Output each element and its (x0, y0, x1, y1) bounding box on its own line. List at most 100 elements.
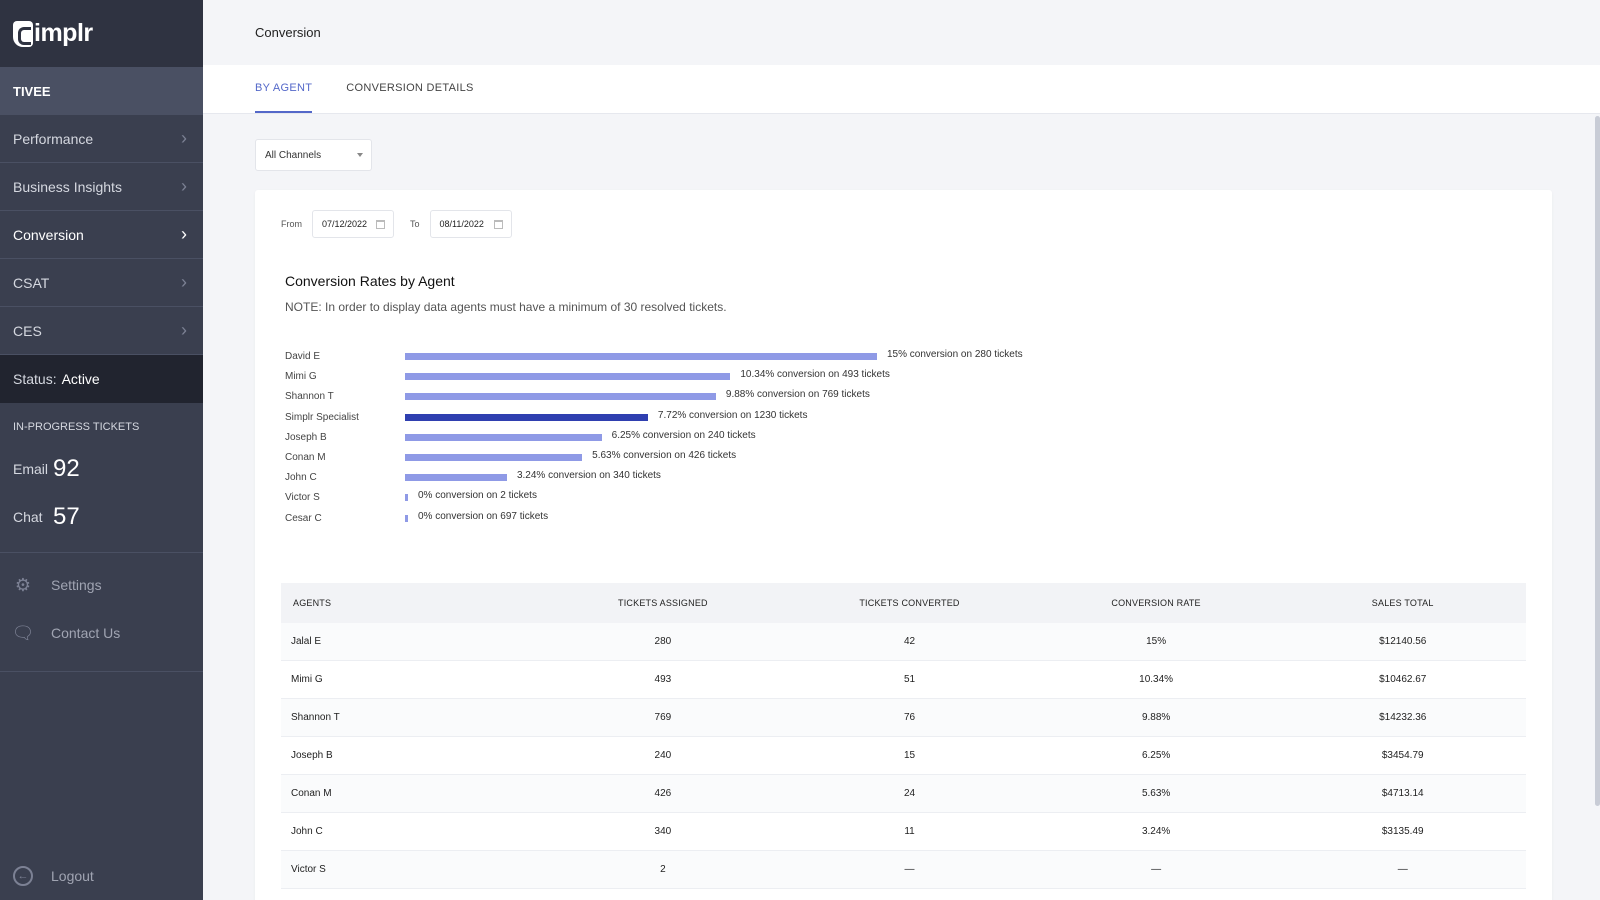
tickets-assigned-cell: 2 (660, 864, 666, 875)
chat-bubble-icon: 🗨 (11, 622, 35, 643)
sidebar-item-performance[interactable]: Performance › (0, 115, 203, 163)
tickets-converted-cell: — (904, 864, 915, 875)
channel-select-value: All Channels (265, 149, 322, 161)
conversion-rate-cell: 10.34% (1139, 674, 1174, 685)
tickets-assigned-cell: 240 (654, 750, 672, 761)
main-content: Conversion BY AGENT CONVERSION DETAILS A… (203, 0, 1600, 900)
agent-name-cell: Jalal E (291, 636, 322, 647)
header-tickets-assigned[interactable]: TICKETS ASSIGNED (618, 598, 708, 608)
tickets-assigned-cell: 280 (654, 636, 672, 647)
date-range: From 07/12/2022 To 08/11/2022 (281, 210, 528, 238)
from-label: From (281, 219, 302, 229)
chart-category-label: Cesar C (285, 512, 322, 524)
agent-name-cell: Conan M (291, 788, 332, 799)
chart-bar[interactable] (405, 393, 716, 401)
chart-bar-row: Cesar C 0% conversion on 697 tickets (285, 510, 1285, 530)
header-tickets-converted[interactable]: TICKETS CONVERTED (859, 598, 960, 608)
chart-data-label: 5.63% conversion on 426 tickets (592, 450, 737, 461)
header-agents[interactable]: AGENTS (293, 598, 332, 608)
table-row[interactable]: Shannon T 769 76 9.88% $14232.36 (281, 699, 1526, 737)
chart-data-label: 0% conversion on 697 tickets (418, 510, 549, 522)
chart-data-label: 0% conversion on 2 tickets (418, 490, 537, 502)
agent-name-cell: Shannon T (291, 712, 340, 723)
chart-bar[interactable] (405, 353, 877, 360)
status-label: Status: (13, 371, 57, 387)
sales-total-cell: $3135.49 (1381, 826, 1424, 837)
settings-link[interactable]: ⚙ Settings (0, 561, 203, 609)
from-date-input[interactable]: 07/12/2022 (312, 210, 394, 238)
chart-category-label: Joseph B (285, 431, 327, 443)
simplr-logo[interactable]: implr (13, 19, 93, 48)
inprogress-heading: IN-PROGRESS TICKETS (13, 421, 140, 433)
sidebar-item-csat[interactable]: CSAT › (0, 259, 203, 307)
conversion-rate-cell: 3.24% (1141, 826, 1171, 837)
chevron-right-icon: › (181, 320, 187, 340)
brand-text: implr (34, 19, 93, 47)
calendar-icon (376, 219, 385, 229)
chart-bar[interactable] (405, 373, 731, 381)
table-row[interactable]: Jalal E 280 42 15% $12140.56 (281, 623, 1526, 661)
sidebar-item-ces[interactable]: CES › (0, 307, 203, 355)
page-scrollbar[interactable] (1595, 116, 1600, 806)
chart-bar[interactable] (405, 494, 408, 502)
sidebar-item-conversion[interactable]: Conversion › (0, 211, 203, 259)
tickets-converted-cell: 15 (903, 750, 916, 761)
chat-count-row: Chat 57 (0, 493, 203, 541)
chart-bar-row: David E 15% conversion on 280 tickets (285, 348, 1285, 368)
sidebar: implr TIVEE Performance › Business Insig… (0, 0, 203, 900)
chart-bar[interactable] (405, 474, 507, 482)
table-row[interactable]: Mimi G 493 51 10.34% $10462.67 (281, 661, 1526, 699)
sidebar-item-business-insights[interactable]: Business Insights › (0, 163, 203, 211)
tickets-converted-cell: 76 (903, 712, 916, 723)
calendar-icon (493, 219, 503, 229)
chart-bar[interactable] (405, 454, 583, 461)
sidebar-item-label: CES (13, 322, 42, 339)
tickets-converted-cell: 24 (903, 788, 916, 799)
chart-bar-row: Mimi G 10.34% conversion on 493 tickets (285, 368, 1285, 388)
channel-select[interactable]: All Channels (255, 139, 372, 171)
agent-name-cell: John C (291, 826, 323, 837)
status-value: Active (61, 371, 100, 387)
header-sales-total[interactable]: SALES TOTAL (1371, 598, 1434, 608)
conversion-rate-cell: 15% (1146, 636, 1167, 647)
to-date-input[interactable]: 08/11/2022 (429, 210, 512, 238)
table-header: AGENTS TICKETS ASSIGNED TICKETS CONVERTE… (281, 583, 1526, 623)
contact-us-link[interactable]: 🗨 Contact Us (0, 609, 203, 657)
agent-status[interactable]: Status: Active (0, 355, 203, 403)
chevron-right-icon: › (181, 128, 187, 148)
table-row[interactable]: John C 340 11 3.24% $3135.49 (281, 813, 1526, 851)
tickets-converted-cell: 11 (904, 826, 915, 837)
tickets-converted-cell: 42 (903, 636, 916, 647)
header-conversion-rate[interactable]: CONVERSION RATE (1111, 598, 1201, 608)
email-count: 92 (53, 455, 80, 482)
sidebar-divider (0, 671, 203, 672)
table-row[interactable]: Conan M 426 24 5.63% $4713.14 (281, 775, 1526, 813)
logout-link[interactable]: ← Logout (13, 866, 94, 886)
page-title: Conversion (255, 25, 321, 40)
agent-name-cell: Victor S (291, 864, 326, 875)
from-date-value: 07/12/2022 (322, 219, 368, 229)
caret-down-icon (357, 153, 363, 157)
chevron-right-icon: › (181, 272, 187, 292)
sales-total-cell: $14232.36 (1379, 712, 1427, 723)
chart-bar[interactable] (405, 514, 408, 522)
chart-bar-row: Victor S 0% conversion on 2 tickets (285, 489, 1285, 509)
table-body: Jalal E 280 42 15% $12140.56 Mimi G 493 51 10.34… (281, 623, 1526, 889)
tickets-assigned-cell: 493 (654, 674, 672, 685)
tab-by-agent[interactable]: BY AGENT (255, 65, 313, 113)
sales-total-cell: $3454.79 (1381, 750, 1424, 761)
logo-mark-icon (13, 20, 33, 47)
sidebar-item-label: Business Insights (13, 178, 122, 195)
tab-conversion-details[interactable]: CONVERSION DETAILS (346, 82, 474, 94)
chart-bar[interactable] (405, 413, 648, 421)
table-row[interactable]: Joseph B 240 15 6.25% $3454.79 (281, 737, 1526, 775)
table-row[interactable]: Victor S 2 — — — (281, 851, 1526, 889)
tickets-assigned-cell: 340 (654, 826, 672, 837)
chart-category-label: John C (285, 472, 317, 484)
chart-category-label: Victor S (285, 492, 320, 504)
chart-data-label: 9.88% conversion on 769 tickets (725, 389, 870, 401)
page-header: Conversion (203, 0, 1600, 65)
agent-name-cell: Mimi G (291, 674, 323, 685)
gear-icon: ⚙ (14, 574, 32, 595)
chart-bar[interactable] (405, 433, 602, 441)
